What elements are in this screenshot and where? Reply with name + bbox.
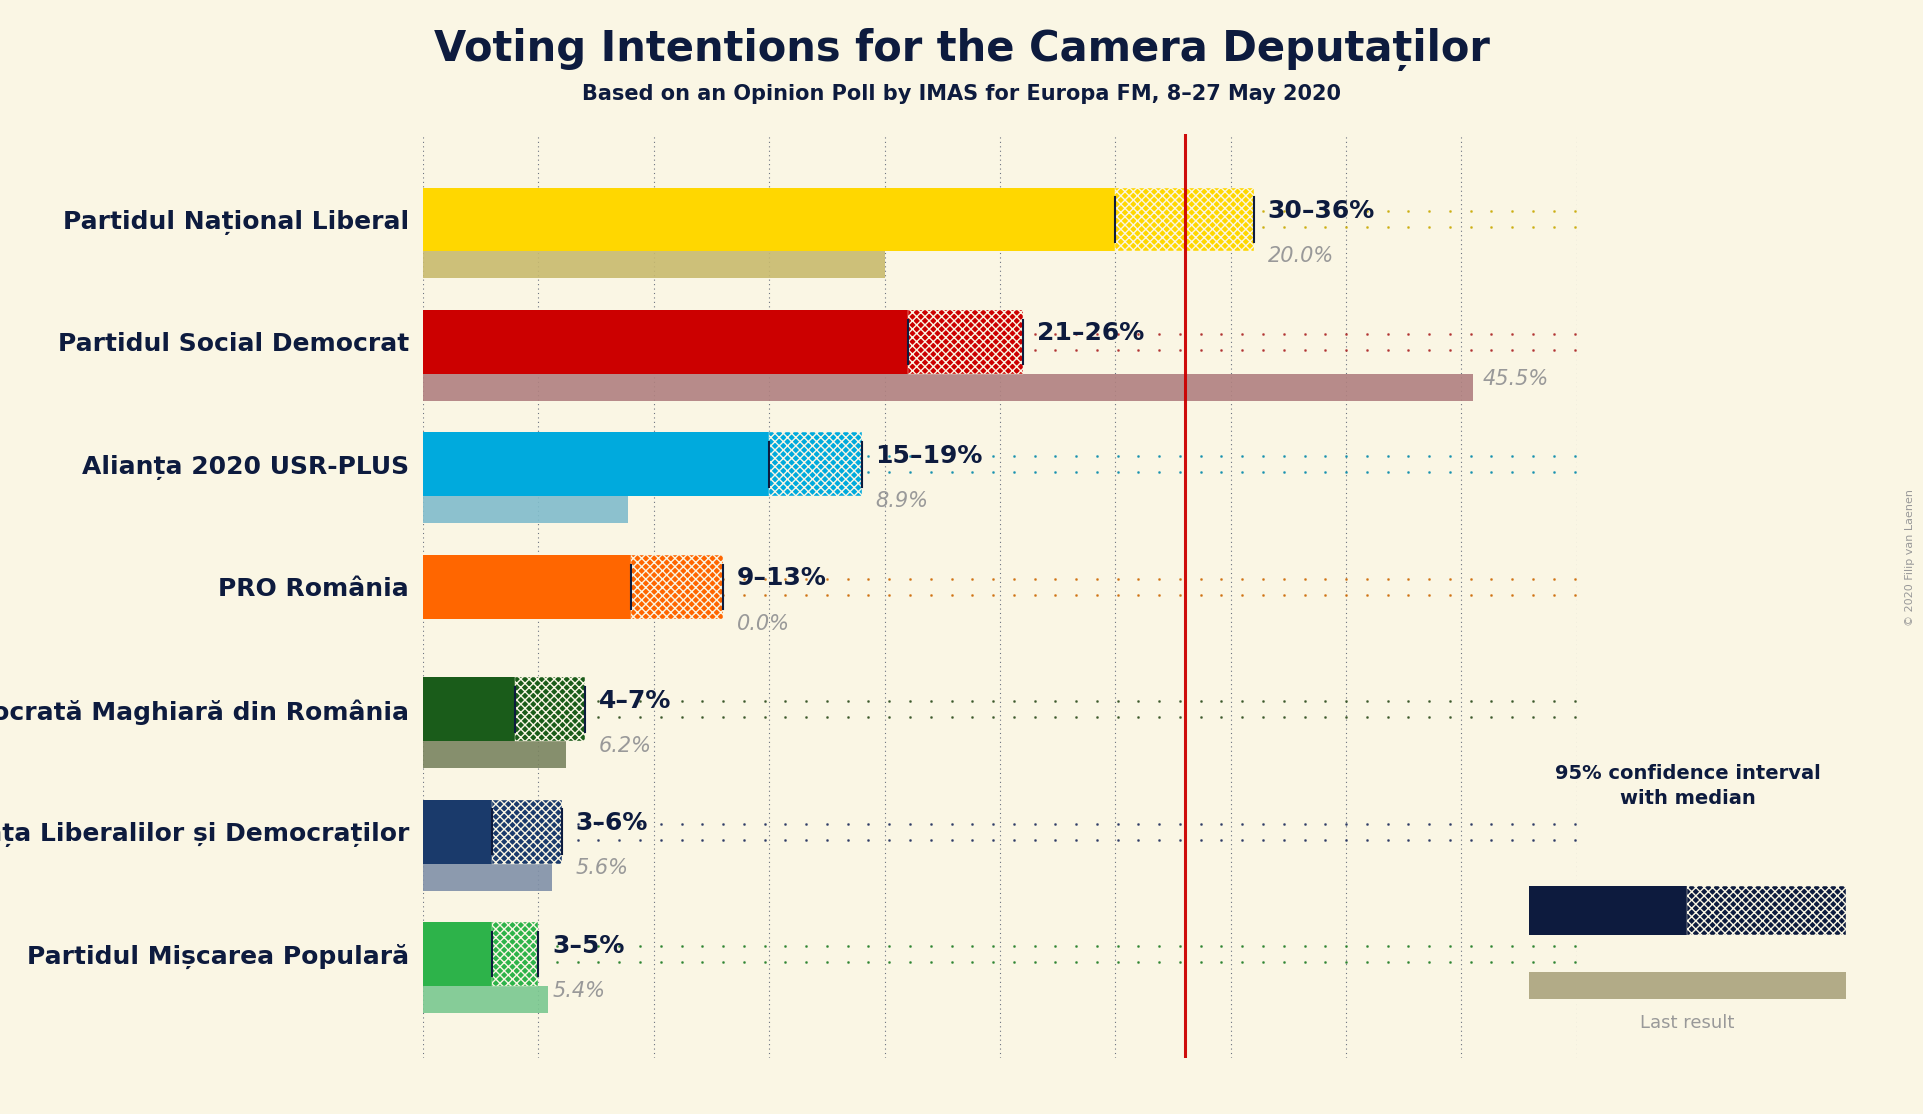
Bar <box>423 496 629 524</box>
Bar <box>423 574 1577 600</box>
Bar <box>423 819 1577 846</box>
Text: 3–5%: 3–5% <box>552 934 625 958</box>
Bar <box>631 555 723 618</box>
Bar <box>423 800 562 863</box>
Text: 8.9%: 8.9% <box>875 491 929 511</box>
Bar <box>423 252 885 278</box>
Text: 0.0%: 0.0% <box>737 614 790 634</box>
Text: 45.5%: 45.5% <box>1483 369 1548 389</box>
Bar <box>515 677 585 741</box>
Bar <box>423 741 565 768</box>
Bar <box>423 206 1577 233</box>
Text: 6.2%: 6.2% <box>598 736 652 756</box>
Text: 5.6%: 5.6% <box>575 859 629 879</box>
Bar <box>423 432 862 496</box>
Bar <box>1688 887 1846 936</box>
Text: 9–13%: 9–13% <box>737 566 827 590</box>
Bar <box>423 940 1577 968</box>
Text: 20.0%: 20.0% <box>1267 246 1335 266</box>
Text: Last result: Last result <box>1640 1014 1735 1032</box>
Text: 3–6%: 3–6% <box>575 811 648 836</box>
Text: 30–36%: 30–36% <box>1267 198 1375 223</box>
Text: 4–7%: 4–7% <box>598 688 671 713</box>
Text: 15–19%: 15–19% <box>875 443 983 468</box>
Bar <box>423 863 552 890</box>
Text: 5.4%: 5.4% <box>552 981 606 1001</box>
Bar <box>1529 973 1846 999</box>
Bar <box>423 986 548 1013</box>
Bar <box>769 432 862 496</box>
Bar <box>1115 187 1254 252</box>
Bar <box>1529 887 1688 936</box>
Bar <box>423 922 538 986</box>
Bar <box>423 677 585 741</box>
Bar <box>492 922 538 986</box>
Text: Based on an Opinion Poll by IMAS for Europa FM, 8–27 May 2020: Based on an Opinion Poll by IMAS for Eur… <box>583 84 1340 104</box>
Text: 21–26%: 21–26% <box>1036 321 1144 345</box>
Bar <box>423 696 1577 723</box>
Bar <box>423 310 1023 373</box>
Bar <box>423 329 1577 355</box>
Text: 95% confidence interval
with median: 95% confidence interval with median <box>1554 764 1821 808</box>
Text: © 2020 Filip van Laenen: © 2020 Filip van Laenen <box>1904 489 1915 625</box>
Bar <box>423 555 723 618</box>
Bar <box>492 800 562 863</box>
Text: Voting Intentions for the Camera Deputaților: Voting Intentions for the Camera Deputaț… <box>433 28 1490 71</box>
Bar <box>423 373 1473 401</box>
Bar <box>423 187 1254 252</box>
Bar <box>423 451 1577 478</box>
Bar <box>908 310 1023 373</box>
